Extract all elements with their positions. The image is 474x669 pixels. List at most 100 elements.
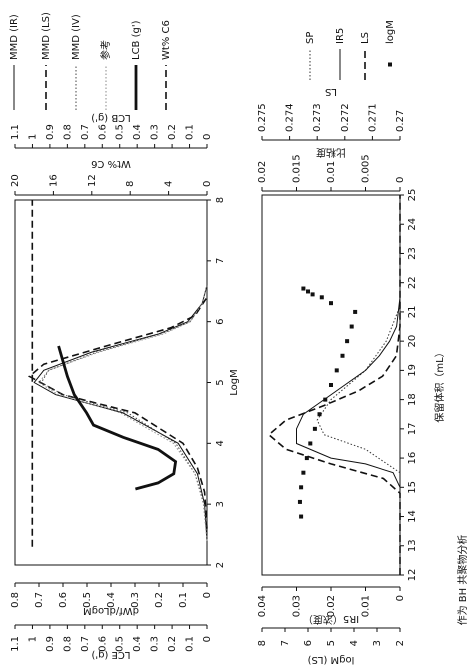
x-tick-label: 8 <box>215 197 226 203</box>
y-tick-label: 4 <box>164 181 175 187</box>
legend-label: IR5 <box>335 28 346 44</box>
data-point <box>306 289 310 294</box>
y-tick-label: 0.1 <box>178 592 189 608</box>
y-tick-label: 0.9 <box>45 124 56 140</box>
y-tick-label: 4 <box>349 640 360 646</box>
x-tick-label: 14 <box>407 510 418 523</box>
y-tick-label: 2 <box>395 640 406 646</box>
y-tick-label: 0.5 <box>115 124 126 140</box>
y-tick-label: 0.03 <box>292 595 303 617</box>
x-tick-label: 16 <box>407 452 418 465</box>
series-line <box>296 195 401 575</box>
x-tick-label: 7 <box>215 258 226 264</box>
data-point <box>345 339 350 344</box>
x-tick-label: 22 <box>407 276 418 289</box>
data-point <box>310 292 315 297</box>
y-tick-label: 0.27 <box>395 110 406 132</box>
x-tick-label: 15 <box>407 481 418 494</box>
axis-label: logM (LS) <box>308 654 355 665</box>
y-tick-label: 0.6 <box>58 592 69 608</box>
legend-label: Wt% C6 <box>161 20 172 60</box>
series-line <box>33 285 208 541</box>
y-tick-label: 0 <box>395 595 406 601</box>
data-point <box>301 286 306 291</box>
y-tick-label: 0.5 <box>115 636 126 652</box>
x-tick-label: 17 <box>407 422 418 435</box>
plot-frame <box>14 199 208 566</box>
data-point <box>299 485 304 490</box>
x-tick-label: 21 <box>407 306 418 319</box>
data-point <box>319 295 324 300</box>
y-tick-label: 0.8 <box>62 636 73 652</box>
legend-label: LCB (g') <box>131 20 142 60</box>
axis-label: IR5（浓度） <box>303 613 359 626</box>
y-tick-label: 0.01 <box>361 595 372 617</box>
y-tick-label: 0 <box>202 636 213 642</box>
y-tick-label: 0.1 <box>185 636 196 652</box>
data-point <box>299 514 304 519</box>
y-tick-label: 0.272 <box>340 103 351 132</box>
y-tick-label: 0 <box>202 181 213 187</box>
data-point <box>297 499 302 504</box>
y-tick-label: 8 <box>125 181 136 187</box>
axis-label: LCB (g') <box>91 112 131 123</box>
data-point <box>334 368 339 373</box>
y-tick-label: 1 <box>27 636 38 642</box>
x-tick-label: 23 <box>407 247 418 260</box>
y-tick-label: 0.9 <box>45 636 56 652</box>
x-tick-label: 19 <box>407 364 418 377</box>
y-tick-label: 0.4 <box>106 592 117 608</box>
rotated-figure: 2345678LogM00.10.20.30.40.50.60.70.8dWf/… <box>9 12 469 665</box>
y-tick-label: 20 <box>10 174 21 187</box>
x-axis-label: 保留体积（mL） <box>433 347 446 422</box>
y-tick-label: 0.3 <box>130 592 141 608</box>
y-tick-label: 0.015 <box>292 154 303 183</box>
data-point <box>312 426 317 431</box>
axis-label: dWf/dLogM <box>83 605 139 616</box>
y-tick-label: 0.8 <box>10 592 21 608</box>
series-line <box>40 285 208 541</box>
x-tick-label: 4 <box>215 440 226 446</box>
y-tick-label: 0.273 <box>312 103 323 132</box>
series-line <box>267 195 401 575</box>
y-tick-label: 3 <box>372 640 383 646</box>
data-point <box>329 383 333 387</box>
series-line <box>57 345 178 491</box>
y-tick-label: 0.02 <box>257 161 268 183</box>
data-point <box>329 301 333 306</box>
data-point <box>308 441 313 446</box>
y-tick-label: 16 <box>48 174 59 187</box>
data-point <box>353 309 358 314</box>
x-tick-label: 13 <box>407 539 418 552</box>
data-point <box>340 353 345 358</box>
y-tick-label: 0.1 <box>185 124 196 140</box>
x-tick-label: 18 <box>407 393 418 406</box>
legend-label: LS <box>360 32 371 44</box>
y-tick-label: 0.04 <box>257 595 268 617</box>
y-tick-label: 0.7 <box>80 636 91 652</box>
y-tick-label: 0 <box>202 592 213 598</box>
axis-label: LS <box>325 86 337 97</box>
y-tick-label: 1.1 <box>10 636 21 652</box>
y-tick-label: 0.2 <box>167 124 178 140</box>
plot-frame <box>261 194 401 576</box>
y-tick-label: 0.274 <box>285 103 296 132</box>
y-tick-label: 12 <box>87 174 98 187</box>
x-tick-label: 20 <box>407 335 418 348</box>
y-tick-label: 0.2 <box>167 636 178 652</box>
y-tick-label: 0.3 <box>150 124 161 140</box>
y-tick-label: 0.4 <box>132 636 143 652</box>
x-tick-label: 25 <box>407 189 418 202</box>
data-point <box>301 470 306 475</box>
x-tick-label: 6 <box>215 318 226 324</box>
x-tick-label: 3 <box>215 501 226 507</box>
caption: 作为 BH 共聚物分析 <box>456 535 469 626</box>
y-tick-label: 0 <box>202 134 213 140</box>
y-tick-label: 1 <box>27 134 38 140</box>
series-line <box>27 296 208 529</box>
x-tick-label: 12 <box>407 569 418 582</box>
y-tick-label: 0.7 <box>34 592 45 608</box>
y-tick-label: 5 <box>326 640 337 646</box>
data-point <box>323 397 328 402</box>
